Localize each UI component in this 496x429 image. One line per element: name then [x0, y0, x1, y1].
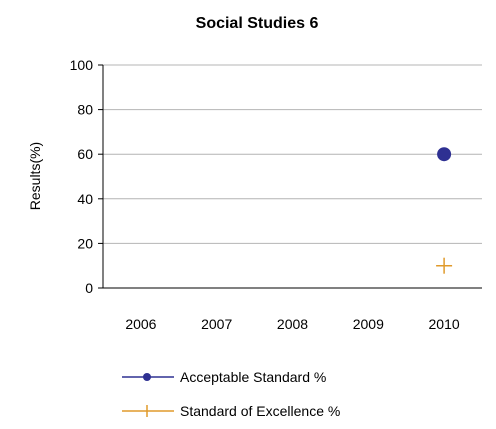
x-tick-label-2010: 2010	[429, 316, 460, 332]
legend-label-acceptable: Acceptable Standard %	[180, 369, 326, 385]
chart-title: Social Studies 6	[196, 15, 319, 32]
legend-label-excellence: Standard of Excellence %	[180, 403, 340, 419]
y-tick-labels: 0 20 40 60 80 100	[70, 57, 94, 296]
y-tick-label-0: 0	[85, 280, 93, 296]
legend-marker-acceptable	[143, 373, 151, 381]
legend: Acceptable Standard % Standard of Excelle…	[122, 369, 340, 419]
axes	[98, 64, 482, 289]
point-excellence-2010	[436, 257, 453, 274]
legend-item-acceptable: Acceptable Standard %	[122, 369, 326, 385]
legend-item-excellence: Standard of Excellence %	[122, 403, 340, 419]
y-tick-label-60: 60	[77, 146, 93, 162]
gridlines	[103, 64, 482, 244]
point-acceptable-2010	[437, 147, 452, 162]
x-tick-label-2009: 2009	[353, 316, 384, 332]
y-tick-label-20: 20	[77, 235, 93, 251]
y-axis-title: Results(%)	[27, 142, 43, 210]
y-tick-label-40: 40	[77, 191, 93, 207]
x-tick-label-2007: 2007	[201, 316, 232, 332]
data-points	[436, 147, 453, 274]
x-tick-labels: 2006 2007 2008 2009 2010	[125, 316, 460, 332]
x-tick-label-2006: 2006	[125, 316, 156, 332]
x-tick-label-2008: 2008	[277, 316, 308, 332]
y-tick-label-100: 100	[70, 57, 94, 73]
y-tick-label-80: 80	[77, 102, 93, 118]
